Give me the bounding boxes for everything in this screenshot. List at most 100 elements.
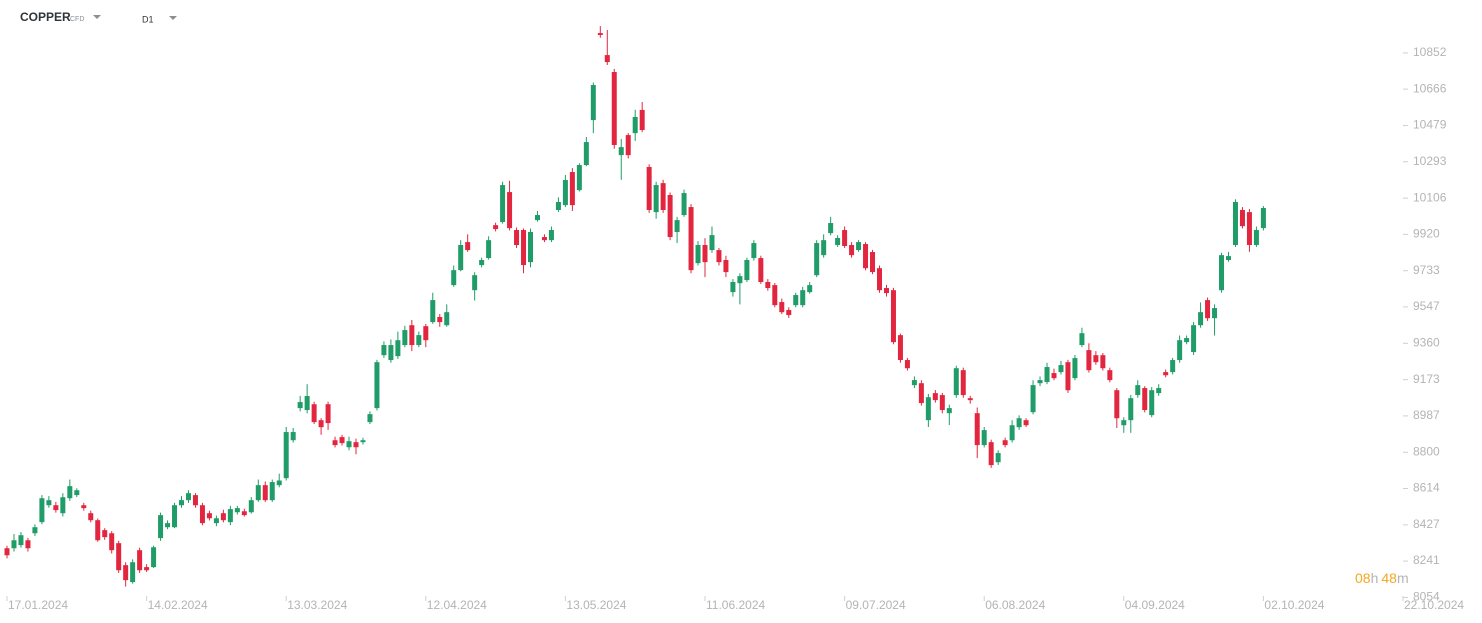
candle-body (304, 396, 310, 411)
candle-body (1072, 358, 1078, 379)
candle-body (1086, 350, 1092, 371)
candle-body (1177, 340, 1183, 361)
candle-body (1149, 390, 1155, 416)
candle-body (262, 485, 268, 501)
candle-body (821, 240, 827, 256)
candle-body (116, 543, 122, 571)
candle-body (367, 414, 373, 423)
y-tick-label: 10479 (1413, 118, 1447, 132)
candle-body (555, 202, 561, 210)
candle-body (360, 440, 366, 443)
candle-body (53, 505, 59, 511)
candle-body (1239, 209, 1245, 227)
y-tick-label: 8427 (1413, 517, 1440, 531)
x-tick-label: 14.02.2024 (148, 598, 208, 612)
candle-body (325, 404, 331, 424)
candle-body (276, 480, 282, 486)
candle-body (716, 250, 722, 263)
candle-body (541, 237, 547, 241)
candle-body (67, 486, 73, 499)
symbol[interactable]: COPPER (20, 10, 71, 24)
candle-body (514, 230, 520, 246)
timeframe[interactable]: D1 (142, 14, 154, 24)
candle-body (953, 368, 959, 396)
candle-body (1260, 208, 1266, 229)
candle-body (1079, 333, 1085, 346)
candle-body (709, 235, 715, 251)
candle-body (374, 362, 380, 409)
candle-body (144, 567, 150, 571)
candle-body (248, 500, 254, 513)
candle-body (1219, 255, 1225, 291)
x-tick-label: 13.05.2024 (566, 598, 626, 612)
candle-body (534, 215, 540, 221)
candle-body (269, 482, 275, 501)
candle-body (437, 317, 443, 323)
candle-body (639, 109, 645, 131)
candle-body (918, 383, 924, 404)
candle-body (583, 142, 589, 166)
candle-body (737, 276, 743, 284)
candle-body (388, 345, 394, 361)
candle-body (1135, 385, 1141, 396)
x-tick-label: 11.06.2024 (706, 598, 765, 612)
candle-body (779, 302, 785, 313)
candle-body (46, 500, 52, 506)
candle-body (172, 505, 178, 528)
candle-body (95, 520, 101, 541)
candle-body (856, 242, 862, 251)
symbol-dropdown[interactable] (93, 15, 101, 19)
candle-body (883, 288, 889, 294)
y-tick-label: 9733 (1413, 263, 1440, 277)
candle-body (25, 540, 31, 549)
candle-body (590, 85, 596, 121)
candle-body (793, 295, 799, 306)
x-tick-label: 04.09.2024 (1125, 598, 1185, 612)
candle-body (835, 238, 841, 246)
candle-body (1030, 385, 1036, 413)
candle-body (423, 326, 429, 341)
candle-body (632, 116, 638, 134)
y-tick-label: 10293 (1413, 154, 1447, 168)
y-tick-label: 8614 (1413, 481, 1440, 495)
candle-body (81, 505, 87, 509)
x-tick-label: 06.08.2024 (985, 598, 1045, 612)
candle-body (339, 437, 345, 444)
candle-body (1246, 212, 1252, 246)
candle-body (1044, 367, 1050, 383)
candle-body (1142, 388, 1148, 411)
candle-body (751, 243, 757, 259)
candle-body (667, 195, 673, 238)
candle-body (353, 442, 359, 448)
candle-body (828, 223, 834, 234)
candle-body (1128, 398, 1134, 421)
x-tick-label: 22.10.2024 (1404, 598, 1464, 612)
candle-body (877, 268, 882, 291)
candle-body (283, 432, 289, 479)
candle-body (960, 370, 966, 396)
candle-body (227, 509, 233, 523)
y-tick-label: 8800 (1413, 444, 1440, 458)
countdown-hours-unit: h (1371, 570, 1379, 586)
candle-body (897, 335, 903, 361)
countdown-minutes: 48 (1381, 570, 1397, 586)
countdown-minutes-unit: m (1397, 570, 1409, 586)
candle-body (123, 565, 129, 581)
candle-body (395, 340, 401, 357)
candle-body (1016, 418, 1022, 428)
candle-body (18, 535, 24, 546)
candle-body (451, 270, 457, 286)
timeframe-dropdown[interactable] (169, 16, 177, 20)
x-tick-label: 12.04.2024 (427, 598, 487, 612)
candle-body (1198, 312, 1204, 326)
candle-body (311, 404, 317, 423)
candle-body (290, 432, 296, 441)
candle-body (674, 220, 680, 232)
y-tick-label: 10852 (1413, 45, 1447, 59)
candle-body (458, 245, 464, 271)
candle-body (562, 180, 568, 206)
candle-body (486, 240, 492, 259)
candle-body (220, 513, 226, 521)
candle-body (109, 533, 115, 551)
